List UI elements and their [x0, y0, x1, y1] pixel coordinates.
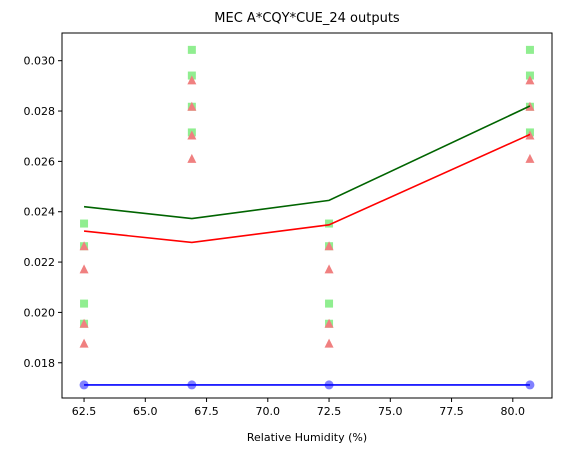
triangle-marker [324, 318, 334, 328]
x-tick-label: 67.5 [194, 405, 219, 418]
triangle-marker [187, 101, 197, 111]
square-marker [325, 219, 334, 228]
plot-marks [79, 45, 535, 390]
y-tick-label: 0.020 [24, 306, 56, 319]
y-tick-label: 0.026 [24, 155, 56, 168]
plot-frame [61, 32, 553, 399]
triangle-marker [187, 130, 197, 140]
y-tick-label: 0.024 [24, 206, 56, 219]
x-tick-label: 62.5 [72, 405, 97, 418]
x-tick-label: 80.0 [501, 405, 526, 418]
x-tick-label: 70.0 [256, 405, 281, 418]
y-tick-label: 0.022 [24, 256, 56, 269]
square-marker [525, 45, 534, 54]
triangle-marker [79, 264, 89, 274]
x-axis-label: Relative Humidity (%) [247, 431, 367, 444]
square-marker [80, 219, 89, 228]
triangle-marker [187, 153, 197, 163]
y-tick-label: 0.030 [24, 55, 56, 68]
series-line [83, 133, 531, 244]
triangle-marker [79, 241, 89, 251]
x-tick-label: 72.5 [317, 405, 342, 418]
square-marker [80, 299, 89, 308]
triangle-marker [79, 318, 89, 328]
y-tick-label: 0.018 [24, 357, 56, 370]
triangle-marker [187, 75, 197, 85]
triangle-marker [525, 75, 535, 85]
triangle-marker [79, 338, 89, 348]
triangle-marker [324, 338, 334, 348]
triangle-marker [525, 153, 535, 163]
x-tick-label: 77.5 [439, 405, 464, 418]
x-tick-label: 65.0 [133, 405, 158, 418]
x-axis: 62.5 65.0 67.5 70.0 72.5 75.0 77.5 80.0 [72, 398, 525, 418]
series-line [83, 105, 531, 220]
square-marker [187, 45, 196, 54]
x-tick-label: 75.0 [378, 405, 403, 418]
y-axis: 0.018 0.020 0.022 0.024 0.026 0.028 0.030 [24, 55, 62, 370]
chart-title: MEC A*CQY*CUE_24 outputs [214, 11, 400, 26]
triangle-marker [324, 241, 334, 251]
y-tick-label: 0.028 [24, 105, 56, 118]
triangle-marker [324, 264, 334, 274]
square-marker [325, 299, 334, 308]
